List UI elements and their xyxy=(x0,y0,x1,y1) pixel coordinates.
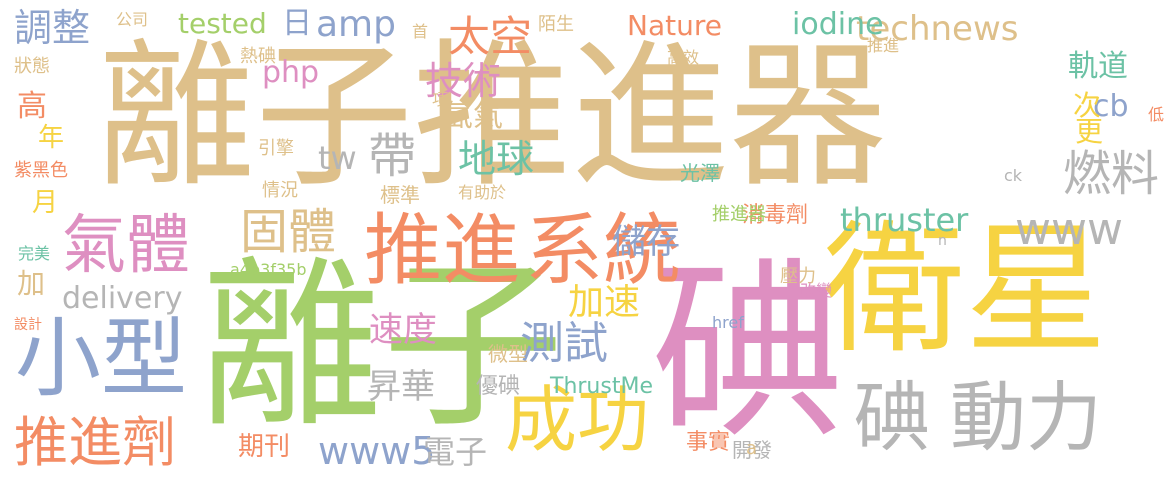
word: n xyxy=(938,233,947,249)
word: 調整 xyxy=(14,6,91,50)
word: 期刊 xyxy=(238,432,291,462)
word: 電子 xyxy=(423,433,488,471)
word: 消毒劑 xyxy=(742,203,809,228)
word: 狀態 xyxy=(14,56,50,77)
word: ck xyxy=(1004,166,1023,185)
word: 有助於 xyxy=(458,183,507,202)
word: 低 xyxy=(1148,105,1165,124)
word: tw xyxy=(318,139,357,177)
word: 高效 xyxy=(667,48,700,67)
word: 加 xyxy=(17,267,46,300)
word: tested xyxy=(178,7,267,40)
word: www xyxy=(1015,204,1123,255)
word: 推進 xyxy=(867,36,900,55)
word: 壓力 xyxy=(780,266,816,287)
word: thruster xyxy=(840,201,969,239)
word: 衛星 xyxy=(823,208,1107,373)
word: 微型 xyxy=(488,342,528,366)
word: 技術 xyxy=(425,59,502,103)
word: 地球 xyxy=(458,137,535,181)
word: 首 xyxy=(412,22,429,41)
word: 推進器 xyxy=(712,204,766,225)
word: 次 xyxy=(1073,89,1102,122)
word: a xyxy=(746,438,758,459)
word: 情況 xyxy=(262,180,298,201)
word: cb xyxy=(1093,89,1129,124)
word: 系統 xyxy=(525,206,682,296)
word: php xyxy=(262,55,320,90)
word: technews xyxy=(856,9,1019,49)
word: 公司 xyxy=(116,10,149,29)
word: 離子推進器 xyxy=(97,25,887,209)
word: 燃料 xyxy=(1063,146,1160,202)
word: 碘 xyxy=(652,242,844,465)
word: 成功 xyxy=(505,378,650,462)
word: href xyxy=(712,313,744,332)
word: 測試 xyxy=(520,318,608,369)
word: 月 xyxy=(32,188,59,218)
word: 高 xyxy=(17,89,47,124)
word: amp xyxy=(316,4,396,45)
word: 日 xyxy=(282,6,312,41)
word: www5 xyxy=(318,429,436,473)
word: 完美 xyxy=(18,244,51,263)
word: 離子 xyxy=(200,240,564,452)
word: 推進 xyxy=(364,206,521,296)
word: 更 xyxy=(1075,115,1104,148)
word: 紫黑色 xyxy=(14,160,68,181)
word: 加速 xyxy=(568,282,641,323)
word: 開發 xyxy=(732,438,772,462)
word: 儲存 xyxy=(612,222,680,262)
word: Nature xyxy=(627,9,722,42)
word: 標準 xyxy=(380,183,420,207)
word: delivery xyxy=(62,281,183,316)
word: 光澤 xyxy=(680,161,720,185)
word: 速度 xyxy=(369,310,437,350)
word: 動力 xyxy=(950,373,1102,462)
word: 改變 xyxy=(800,281,833,300)
word: 氙氣 xyxy=(443,99,503,134)
word: 氣體 xyxy=(62,209,190,283)
word: 推進劑 xyxy=(14,411,176,474)
word: 小型 xyxy=(15,309,187,409)
word: 軌道 xyxy=(1068,49,1128,84)
word: a4b3f35b xyxy=(230,260,307,279)
word: ThrustMe xyxy=(550,374,653,399)
word: 熱碘 xyxy=(240,46,276,67)
word: 昇華 xyxy=(367,367,435,407)
word: 項 xyxy=(432,90,449,109)
word: 事實 xyxy=(686,430,731,455)
word: 陌生 xyxy=(538,14,574,35)
word: 碘 xyxy=(854,373,930,462)
word: 引擎 xyxy=(258,138,294,159)
word: 年 xyxy=(38,123,65,153)
word: 固體 xyxy=(240,204,337,260)
word: iodine xyxy=(792,7,884,42)
word: 優碘 xyxy=(476,374,521,399)
word: 設計 xyxy=(14,317,42,333)
word: 太空 xyxy=(448,12,533,61)
word: 帶 xyxy=(368,128,417,184)
